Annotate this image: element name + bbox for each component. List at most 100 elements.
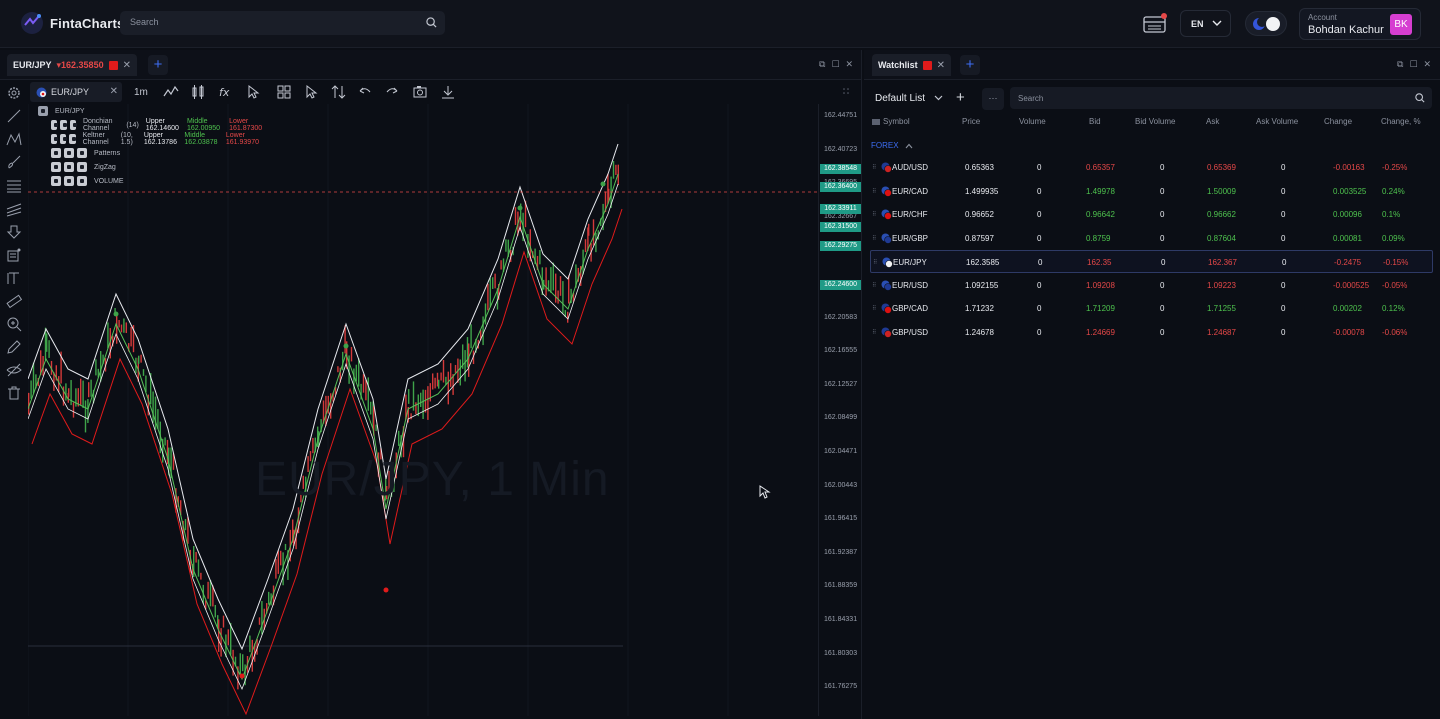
cursor-icon[interactable] bbox=[245, 84, 261, 100]
drag-handle-icon[interactable]: ⠿ bbox=[872, 306, 877, 312]
ruler-icon[interactable] bbox=[6, 293, 22, 309]
column-header[interactable]: Ask bbox=[1206, 117, 1220, 126]
add-symbol-button[interactable]: + bbox=[956, 89, 965, 106]
drag-handle-icon[interactable]: ⠿ bbox=[872, 235, 877, 242]
settings-icon[interactable] bbox=[51, 120, 59, 130]
channel-icon[interactable] bbox=[6, 201, 22, 217]
undo-icon[interactable] bbox=[357, 84, 373, 100]
indicator-group[interactable]: EUR/JPY bbox=[38, 106, 85, 116]
visibility-icon[interactable] bbox=[64, 162, 74, 172]
close-icon[interactable]: ✕ bbox=[1423, 59, 1432, 69]
drag-handle-icon[interactable]: ⠿ bbox=[873, 260, 878, 266]
drag-handle-icon[interactable]: ⠿ bbox=[872, 212, 877, 218]
app-logo[interactable]: FintaCharts bbox=[20, 11, 124, 35]
table-row[interactable]: ⠿ EUR/CAD 1.499935 0 1.49978 0 1.50009 0 0.00352… bbox=[870, 180, 1433, 203]
remove-icon[interactable] bbox=[77, 176, 87, 186]
drag-handle-icon[interactable]: ⠿ bbox=[872, 329, 877, 336]
column-header[interactable]: Bid Volume bbox=[1135, 117, 1176, 126]
restore-icon[interactable]: ⧉ bbox=[819, 59, 826, 69]
table-row[interactable]: ⠿ EUR/CHF 0.96652 0 0.96642 0 0.96662 0 0.00096 0… bbox=[870, 203, 1433, 226]
arrow-down-icon[interactable] bbox=[6, 224, 22, 240]
table-row[interactable]: ⠿ AUD/USD 0.65363 0 0.65357 0 0.65369 0 -0.00163… bbox=[870, 156, 1433, 179]
add-tab-button[interactable]: + bbox=[960, 55, 980, 75]
candles-icon[interactable] bbox=[190, 84, 206, 100]
chart-type-icon[interactable] bbox=[163, 84, 179, 100]
drag-handle-icon[interactable]: ⠿ bbox=[872, 282, 877, 289]
language-selector[interactable]: EN bbox=[1180, 10, 1231, 37]
pattern-tool-icon[interactable] bbox=[6, 131, 22, 147]
indicators-icon[interactable]: fx bbox=[218, 84, 234, 100]
column-header[interactable]: Change bbox=[1324, 117, 1353, 126]
table-row[interactable]: ⠿ EUR/JPY 162.3585 0 162.35 0 162.367 0 -0.2475 -… bbox=[870, 250, 1433, 273]
hide-icon[interactable] bbox=[6, 362, 22, 378]
collapse-icon[interactable] bbox=[38, 106, 48, 116]
candle bbox=[470, 324, 472, 349]
brush-icon[interactable] bbox=[6, 154, 22, 170]
tab-watchlist[interactable]: Watchlist ✕ bbox=[872, 54, 952, 76]
table-row[interactable]: ⠿ EUR/USD 1.092155 0 1.09208 0 1.09223 0 -0.0005… bbox=[870, 274, 1433, 297]
visibility-icon[interactable] bbox=[60, 134, 68, 144]
maximize-icon[interactable]: ☐ bbox=[1409, 59, 1418, 69]
more-dots-icon[interactable] bbox=[841, 86, 851, 96]
table-row[interactable]: ⠿ GBP/CAD 1.71232 0 1.71209 0 1.71255 0 0.00202 0… bbox=[870, 297, 1433, 320]
theme-toggle[interactable] bbox=[1245, 11, 1287, 36]
zoom-in-icon[interactable] bbox=[6, 316, 22, 332]
annotation-icon[interactable] bbox=[6, 247, 22, 263]
close-icon[interactable]: ✕ bbox=[109, 86, 118, 97]
list-selector[interactable]: Default List bbox=[875, 93, 926, 104]
line-tool-icon[interactable] bbox=[6, 108, 22, 124]
avatar: BK bbox=[1390, 14, 1412, 35]
trash-icon[interactable] bbox=[6, 385, 22, 401]
redo-icon[interactable] bbox=[384, 84, 400, 100]
price-axis[interactable]: 162.44751162.40723162.36695162.32667162.… bbox=[818, 104, 862, 716]
restore-icon[interactable]: ⧉ bbox=[1397, 59, 1404, 69]
timeframe-selector[interactable]: 1m bbox=[134, 87, 148, 98]
gear-icon[interactable] bbox=[6, 85, 22, 101]
visibility-icon[interactable] bbox=[64, 148, 74, 158]
screenshot-icon[interactable] bbox=[412, 84, 428, 100]
pencil-icon[interactable] bbox=[6, 339, 22, 355]
column-header[interactable]: Symbol bbox=[883, 117, 910, 126]
candle bbox=[32, 362, 35, 394]
watchlist-search-input[interactable]: Search bbox=[1010, 87, 1432, 109]
table-row[interactable]: ⠿ GBP/USD 1.24678 0 1.24669 0 1.24687 0 -0.00078… bbox=[870, 321, 1433, 344]
column-header[interactable]: Bid bbox=[1089, 117, 1101, 126]
settings-icon[interactable] bbox=[51, 176, 61, 186]
column-header[interactable]: Price bbox=[962, 117, 981, 126]
compare-icon[interactable] bbox=[276, 84, 292, 100]
column-header[interactable]: Ask Volume bbox=[1256, 117, 1299, 126]
global-search-input[interactable]: Search bbox=[120, 11, 445, 35]
drag-handle-icon[interactable]: ⠿ bbox=[872, 165, 877, 171]
remove-icon[interactable] bbox=[77, 162, 87, 172]
column-header[interactable]: Volume bbox=[1019, 117, 1046, 126]
text-tool-icon[interactable] bbox=[6, 270, 22, 286]
download-icon[interactable] bbox=[440, 84, 456, 100]
more-button[interactable]: ··· bbox=[982, 88, 1004, 110]
visibility-icon[interactable] bbox=[60, 120, 68, 130]
fibonacci-icon[interactable] bbox=[6, 178, 22, 194]
sort-icon[interactable] bbox=[331, 84, 347, 100]
account-menu[interactable]: Account Bohdan Kachur BK bbox=[1299, 8, 1421, 40]
close-icon[interactable]: ✕ bbox=[122, 59, 131, 71]
settings-icon[interactable] bbox=[51, 148, 61, 158]
settings-icon[interactable] bbox=[51, 162, 61, 172]
close-icon[interactable]: ✕ bbox=[845, 59, 854, 69]
economic-calendar-icon[interactable] bbox=[1143, 13, 1169, 35]
table-row[interactable]: ⠿ EUR/GBP 0.87597 0 0.8759 0 0.87604 0 0.00081 0.… bbox=[870, 227, 1433, 250]
symbol-chip[interactable]: EUR/JPY ✕ bbox=[30, 82, 122, 102]
settings-icon[interactable] bbox=[51, 134, 59, 144]
drag-handle-icon[interactable]: ⠿ bbox=[872, 188, 877, 195]
column-header[interactable]: Change, % bbox=[1381, 117, 1421, 126]
remove-icon[interactable] bbox=[69, 120, 77, 130]
group-forex[interactable]: FOREX bbox=[871, 141, 913, 150]
add-tab-button[interactable]: + bbox=[148, 55, 168, 75]
remove-icon[interactable] bbox=[69, 134, 77, 144]
price-chart[interactable] bbox=[28, 104, 818, 716]
tab-chart-eurjpy[interactable]: EUR/JPY ▾162.35850 ✕ bbox=[7, 54, 137, 76]
maximize-icon[interactable]: ☐ bbox=[831, 59, 840, 69]
remove-icon[interactable] bbox=[77, 148, 87, 158]
visibility-icon[interactable] bbox=[64, 176, 74, 186]
close-icon[interactable]: ✕ bbox=[936, 59, 946, 71]
pointer-icon[interactable] bbox=[303, 84, 319, 100]
chevron-down-icon[interactable] bbox=[934, 95, 943, 101]
